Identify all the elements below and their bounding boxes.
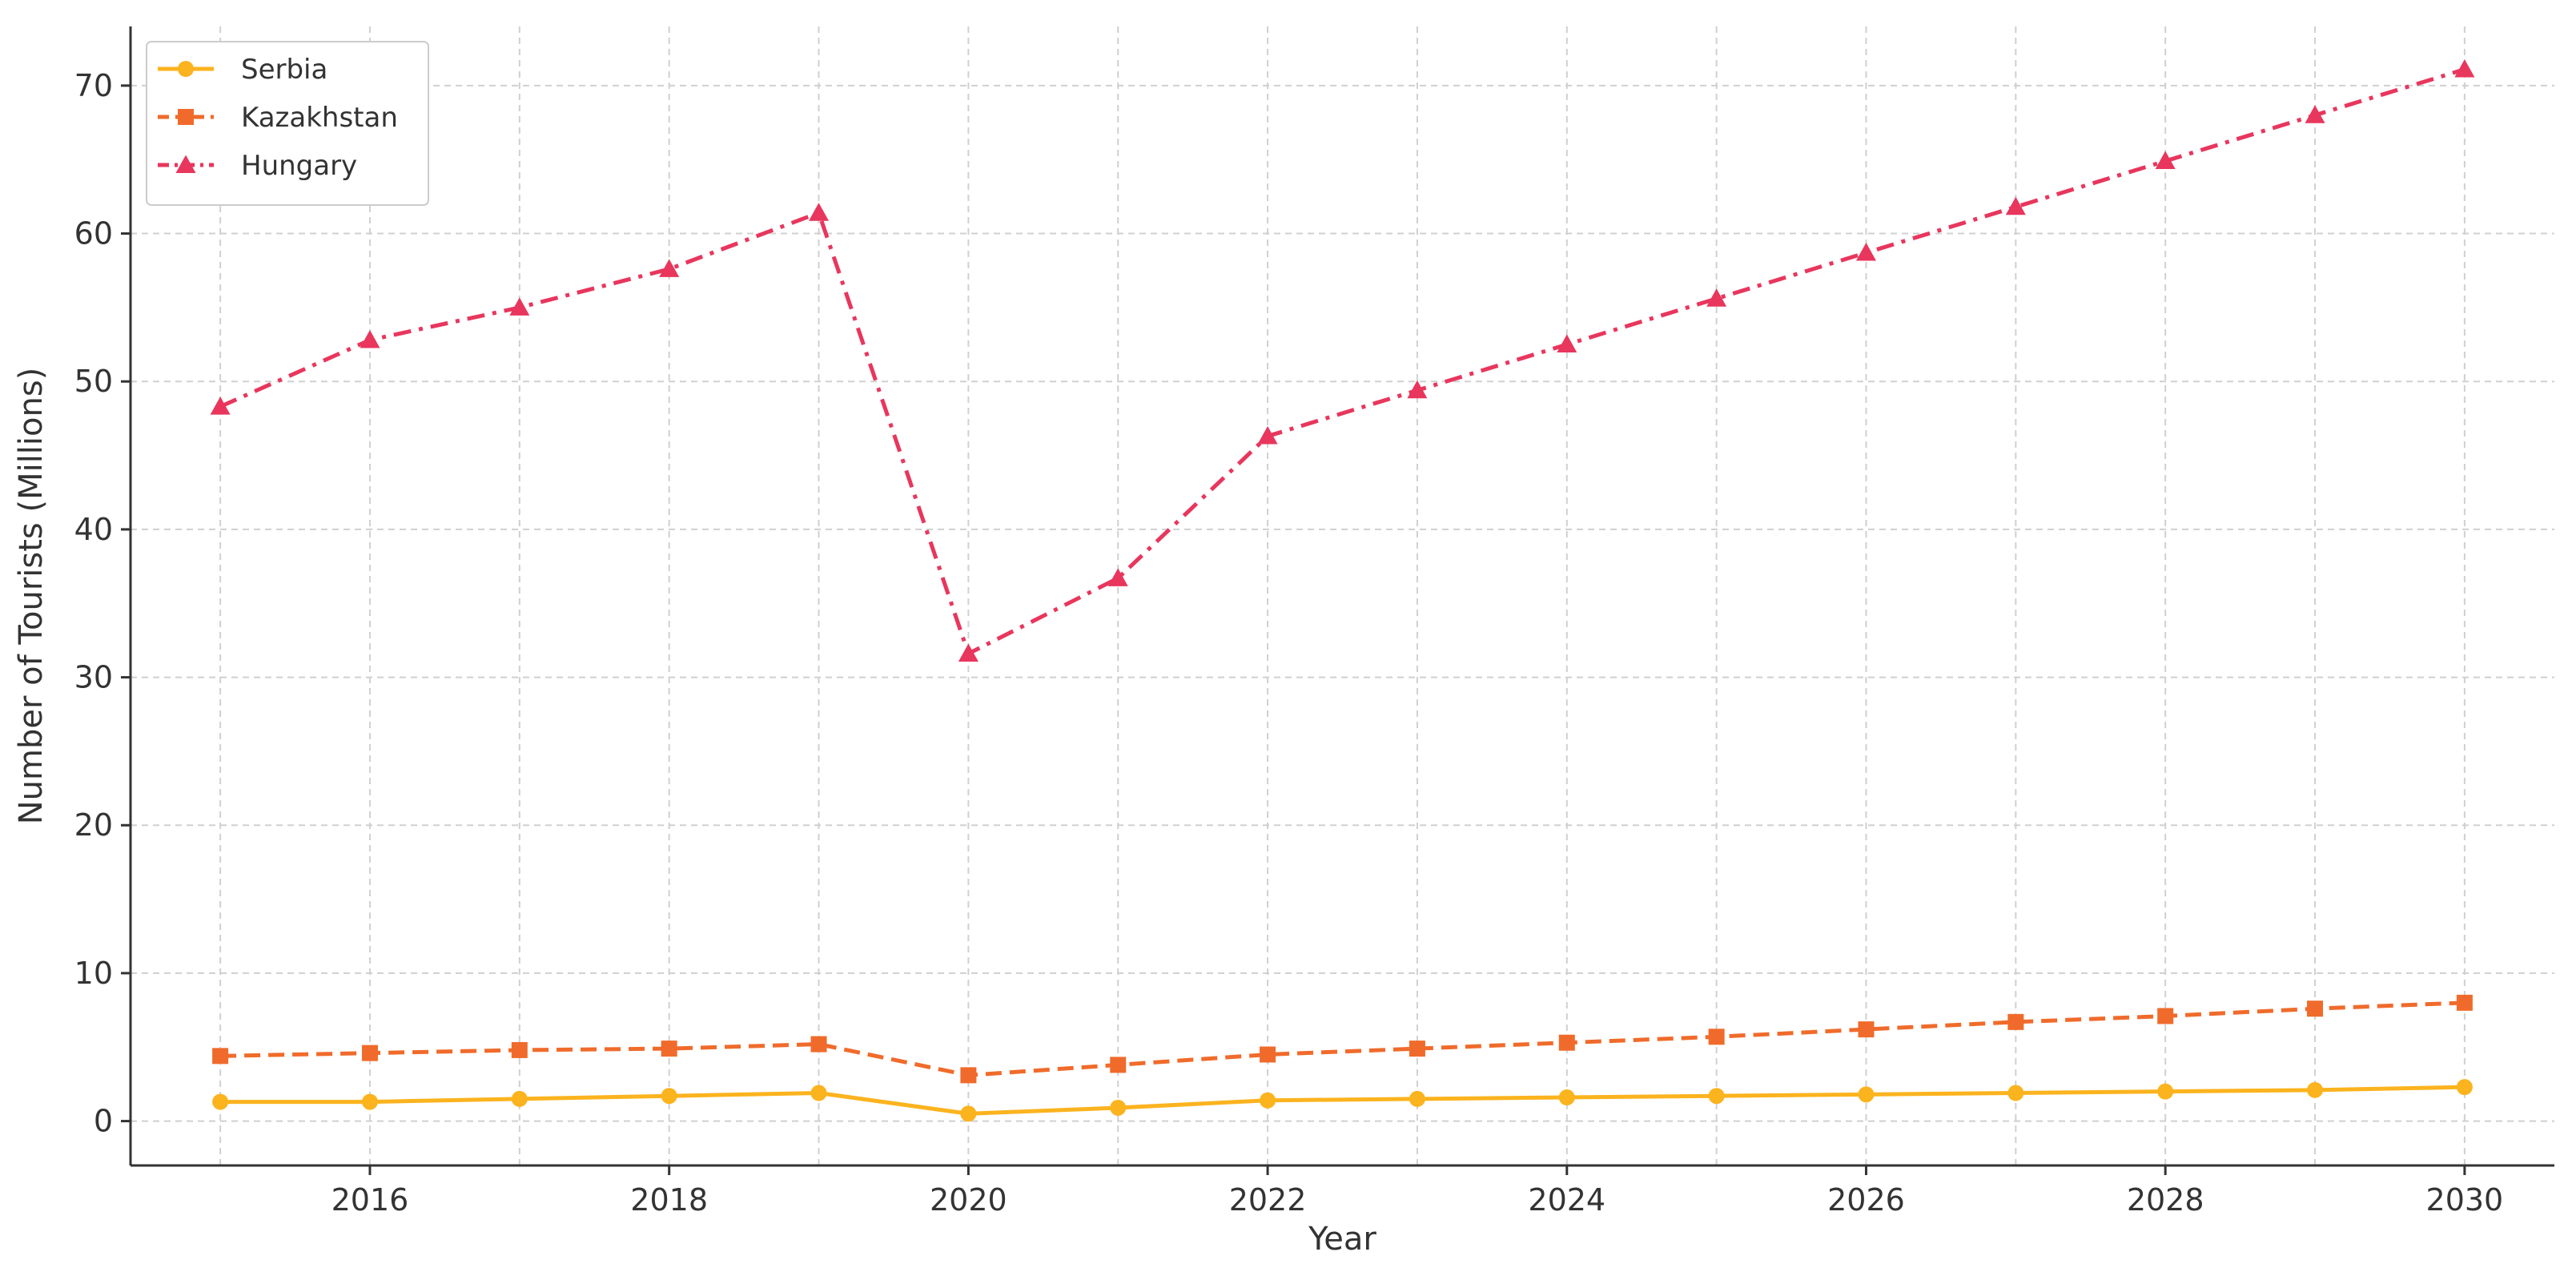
data-point-kazakhstan <box>361 1045 378 1061</box>
data-point-hungary <box>2454 59 2475 78</box>
legend-item-serbia: Serbia <box>158 54 328 86</box>
x-tick-label: 2022 <box>1229 1182 1307 1218</box>
data-point-serbia <box>1858 1086 1875 1103</box>
series-kazakhstan <box>212 994 2473 1084</box>
data-point-hungary <box>1407 380 1428 399</box>
data-point-hungary <box>2155 151 2176 170</box>
data-point-kazakhstan <box>1708 1028 1725 1045</box>
legend-item-kazakhstan: Kazakhstan <box>158 102 398 134</box>
series-hungary <box>210 59 2475 662</box>
data-point-kazakhstan <box>1858 1021 1875 1038</box>
y-tick-label: 60 <box>74 216 113 252</box>
y-axis-label: Number of Tourists (Millions) <box>13 368 50 825</box>
legend-label-serbia: Serbia <box>241 54 328 86</box>
data-point-serbia <box>1558 1089 1575 1106</box>
data-point-kazakhstan <box>212 1048 229 1065</box>
y-tick-label: 40 <box>74 512 113 547</box>
data-point-serbia <box>2157 1083 2174 1100</box>
data-point-hungary <box>659 259 680 277</box>
data-point-hungary <box>1855 243 1876 261</box>
data-point-serbia <box>511 1090 528 1107</box>
data-point-serbia <box>661 1088 677 1105</box>
data-point-kazakhstan <box>2157 1008 2174 1024</box>
data-point-hungary <box>1257 426 1278 445</box>
data-point-serbia <box>960 1105 977 1122</box>
data-point-hungary <box>210 396 231 415</box>
data-point-serbia <box>2307 1081 2324 1098</box>
data-point-kazakhstan <box>511 1041 528 1058</box>
data-point-kazakhstan <box>1558 1034 1575 1051</box>
y-tick-label: 10 <box>74 956 113 991</box>
y-tick-label: 20 <box>74 807 113 843</box>
x-tick-label: 2030 <box>2426 1182 2504 1218</box>
data-point-kazakhstan <box>661 1041 677 1057</box>
legend-items: Serbia Kazakhstan Hungary <box>158 54 398 182</box>
legend-marker-hungary <box>175 155 196 173</box>
data-point-hungary <box>1706 288 1727 307</box>
data-point-hungary <box>1557 334 1577 353</box>
legend-item-hungary: Hungary <box>158 150 357 182</box>
series-line-serbia <box>220 1085 2465 1116</box>
axes <box>121 26 2554 1175</box>
data-point-hungary <box>2305 105 2325 123</box>
legend-marker-serbia <box>178 61 194 77</box>
series-line-hungary <box>219 67 2465 656</box>
data-point-kazakhstan <box>1260 1046 1276 1063</box>
data-point-serbia <box>361 1093 378 1110</box>
y-tick-label: 50 <box>74 364 113 399</box>
y-tick-label: 70 <box>74 68 113 103</box>
data-point-kazakhstan <box>2307 1000 2324 1017</box>
x-tick-label: 2028 <box>2127 1182 2204 1218</box>
data-point-kazakhstan <box>2456 994 2473 1011</box>
y-tick-label: 30 <box>74 660 113 695</box>
data-point-serbia <box>1409 1090 1425 1107</box>
data-point-hungary <box>509 297 530 316</box>
legend-marker-kazakhstan <box>178 109 194 125</box>
x-axis-label: Year <box>1308 1221 1376 1258</box>
data-point-hungary <box>2005 196 2026 215</box>
data-point-serbia <box>2456 1079 2473 1096</box>
tick-labels: 2016 2018 2020 2022 2024 2026 2028 203001020304… <box>74 68 2504 1218</box>
data-point-serbia <box>1708 1088 1725 1105</box>
x-tick-label: 2016 <box>332 1182 409 1218</box>
data-point-serbia <box>810 1085 827 1101</box>
legend-label-hungary: Hungary <box>241 150 357 182</box>
data-point-kazakhstan <box>2007 1013 2024 1030</box>
data-point-hungary <box>958 643 979 662</box>
data-point-hungary <box>360 330 380 348</box>
data-point-kazakhstan <box>960 1067 977 1084</box>
x-tick-label: 2018 <box>630 1182 708 1218</box>
data-point-serbia <box>1260 1092 1276 1109</box>
legend-label-kazakhstan: Kazakhstan <box>241 102 398 134</box>
data-point-hungary <box>809 203 830 221</box>
x-tick-label: 2024 <box>1528 1182 1605 1218</box>
data-point-serbia <box>2007 1085 2024 1101</box>
y-tick-label: 0 <box>94 1104 113 1139</box>
series-line-kazakhstan <box>220 1000 2465 1077</box>
data-point-serbia <box>1110 1099 1127 1116</box>
series-layer <box>210 59 2475 1122</box>
data-point-kazakhstan <box>810 1036 827 1053</box>
series-serbia <box>212 1079 2473 1122</box>
legend-box <box>146 41 429 206</box>
x-tick-label: 2020 <box>930 1182 1007 1218</box>
grid <box>131 26 2554 1165</box>
data-point-serbia <box>212 1093 229 1110</box>
data-point-hungary <box>1107 568 1128 586</box>
data-point-kazakhstan <box>1110 1057 1127 1073</box>
x-tick-label: 2026 <box>1827 1182 1905 1218</box>
data-point-kazakhstan <box>1409 1041 1425 1057</box>
legend: Serbia Kazakhstan Hungary <box>146 41 429 206</box>
